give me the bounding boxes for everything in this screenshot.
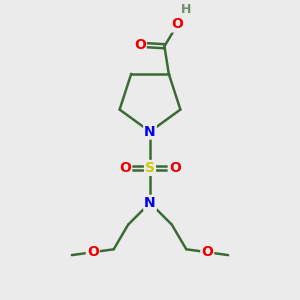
Text: N: N	[144, 124, 156, 139]
Text: O: O	[201, 245, 213, 259]
Text: O: O	[87, 245, 99, 259]
Text: H: H	[181, 3, 191, 16]
Text: S: S	[145, 161, 155, 175]
Text: O: O	[172, 17, 183, 32]
Text: N: N	[144, 196, 156, 210]
Text: O: O	[134, 38, 146, 52]
Text: O: O	[169, 161, 181, 175]
Text: O: O	[119, 161, 131, 175]
